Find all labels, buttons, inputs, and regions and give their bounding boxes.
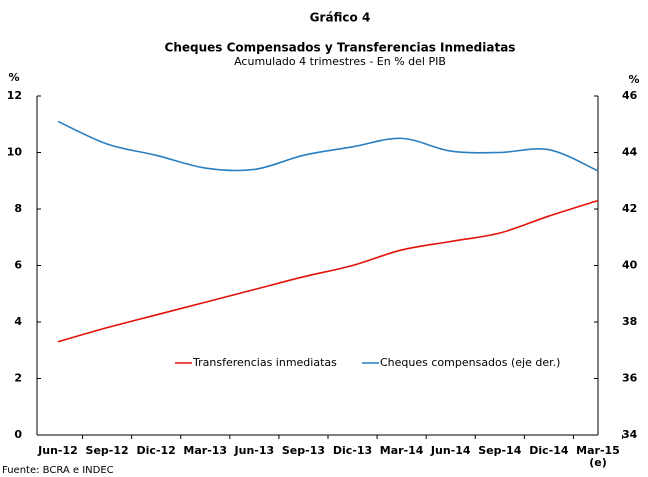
x-tick-label: Jun-13 bbox=[234, 444, 275, 457]
chart-subtitle: Cheques Compensados y Transferencias Inm… bbox=[165, 41, 516, 55]
y-tick-label: 10 bbox=[7, 146, 23, 159]
x-tick-label: Jun-14 bbox=[430, 444, 471, 457]
y-axis-label: % bbox=[8, 71, 19, 84]
x-tick-label: Mar-15 (e) bbox=[576, 444, 620, 469]
y-tick-label: 0 bbox=[14, 428, 22, 441]
legend-label: Transferencias inmediatas bbox=[192, 356, 337, 369]
line bbox=[57, 120, 599, 172]
chart-note: Acumulado 4 trimestres - En % del PIB bbox=[234, 55, 446, 68]
y-tick-label: 4 bbox=[14, 315, 22, 328]
source: Fuente: BCRA e INDEC bbox=[2, 465, 114, 476]
legend-label: Cheques compensados (eje der.) bbox=[380, 356, 560, 369]
y2-tick-label: 40 bbox=[622, 259, 638, 272]
x-tick-label: Dic-13 bbox=[333, 444, 372, 457]
line bbox=[57, 199, 599, 343]
x-tick-label: Dic-12 bbox=[137, 444, 176, 457]
y2-tick-label: 42 bbox=[622, 202, 637, 215]
y-tick-label: 6 bbox=[14, 259, 22, 272]
y2-axis-label: % bbox=[628, 73, 639, 86]
x-tick-label: Sep-13 bbox=[282, 444, 325, 457]
y-tick-label: 8 bbox=[14, 202, 22, 215]
y2-tick-label: 38 bbox=[622, 315, 637, 328]
y2-tick-label: 36 bbox=[622, 372, 638, 385]
x-tick-label: Mar-14 bbox=[380, 444, 424, 457]
y-tick-label: 2 bbox=[14, 372, 22, 385]
chart-title: Gráfico 4 bbox=[310, 11, 371, 25]
y2-tick-label: 34 bbox=[622, 428, 638, 441]
x-tick-label: Mar-13 bbox=[183, 444, 227, 457]
y2-tick-label: 46 bbox=[622, 89, 638, 102]
y-tick-label: 12 bbox=[7, 89, 22, 102]
x-tick-label: Jun-12 bbox=[37, 444, 78, 457]
y2-tick-label: 44 bbox=[622, 146, 638, 159]
x-tick-label: Sep-12 bbox=[86, 444, 129, 457]
x-tick-label: Sep-14 bbox=[478, 444, 521, 457]
x-tick-label: Dic-14 bbox=[529, 444, 569, 457]
